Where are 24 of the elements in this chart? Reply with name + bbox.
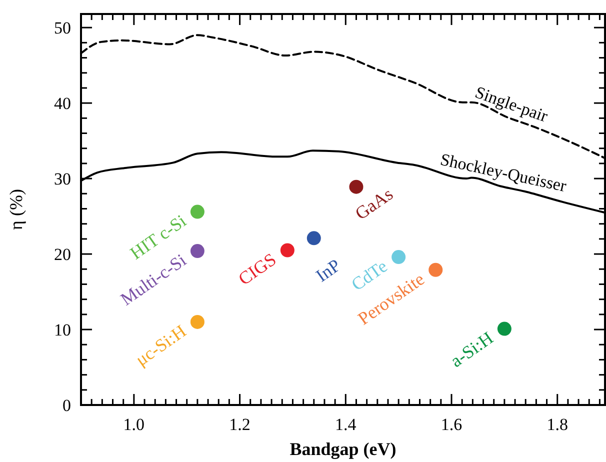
point (428, 262, 443, 277)
point (190, 314, 204, 329)
point (280, 243, 294, 258)
point (306, 231, 321, 246)
y-tick-label: 50 (54, 18, 71, 38)
x-tick-label: 1.0 (123, 415, 145, 434)
text: CIGS (234, 249, 280, 290)
x-axis-title: Bandgap (eV) (290, 439, 396, 459)
point (190, 204, 204, 219)
y-tick-label: 30 (54, 170, 71, 189)
point (497, 322, 512, 336)
x-tick-label: 1.6 (440, 415, 462, 434)
text: InP (312, 255, 344, 286)
point (190, 244, 204, 258)
text: GaAs (351, 184, 397, 224)
y-axis-title: η (%) (6, 189, 26, 230)
x-tick-label: 1.8 (546, 415, 568, 434)
x-tick-label: 1.2 (229, 415, 250, 434)
x-tick-label: 1.4 (335, 415, 357, 434)
y-tick-label: 20 (54, 245, 71, 264)
y-tick-label: 10 (54, 320, 71, 340)
point (392, 250, 406, 264)
y-tick-label: 40 (54, 94, 71, 114)
y-tick-label: 0 (62, 396, 71, 415)
